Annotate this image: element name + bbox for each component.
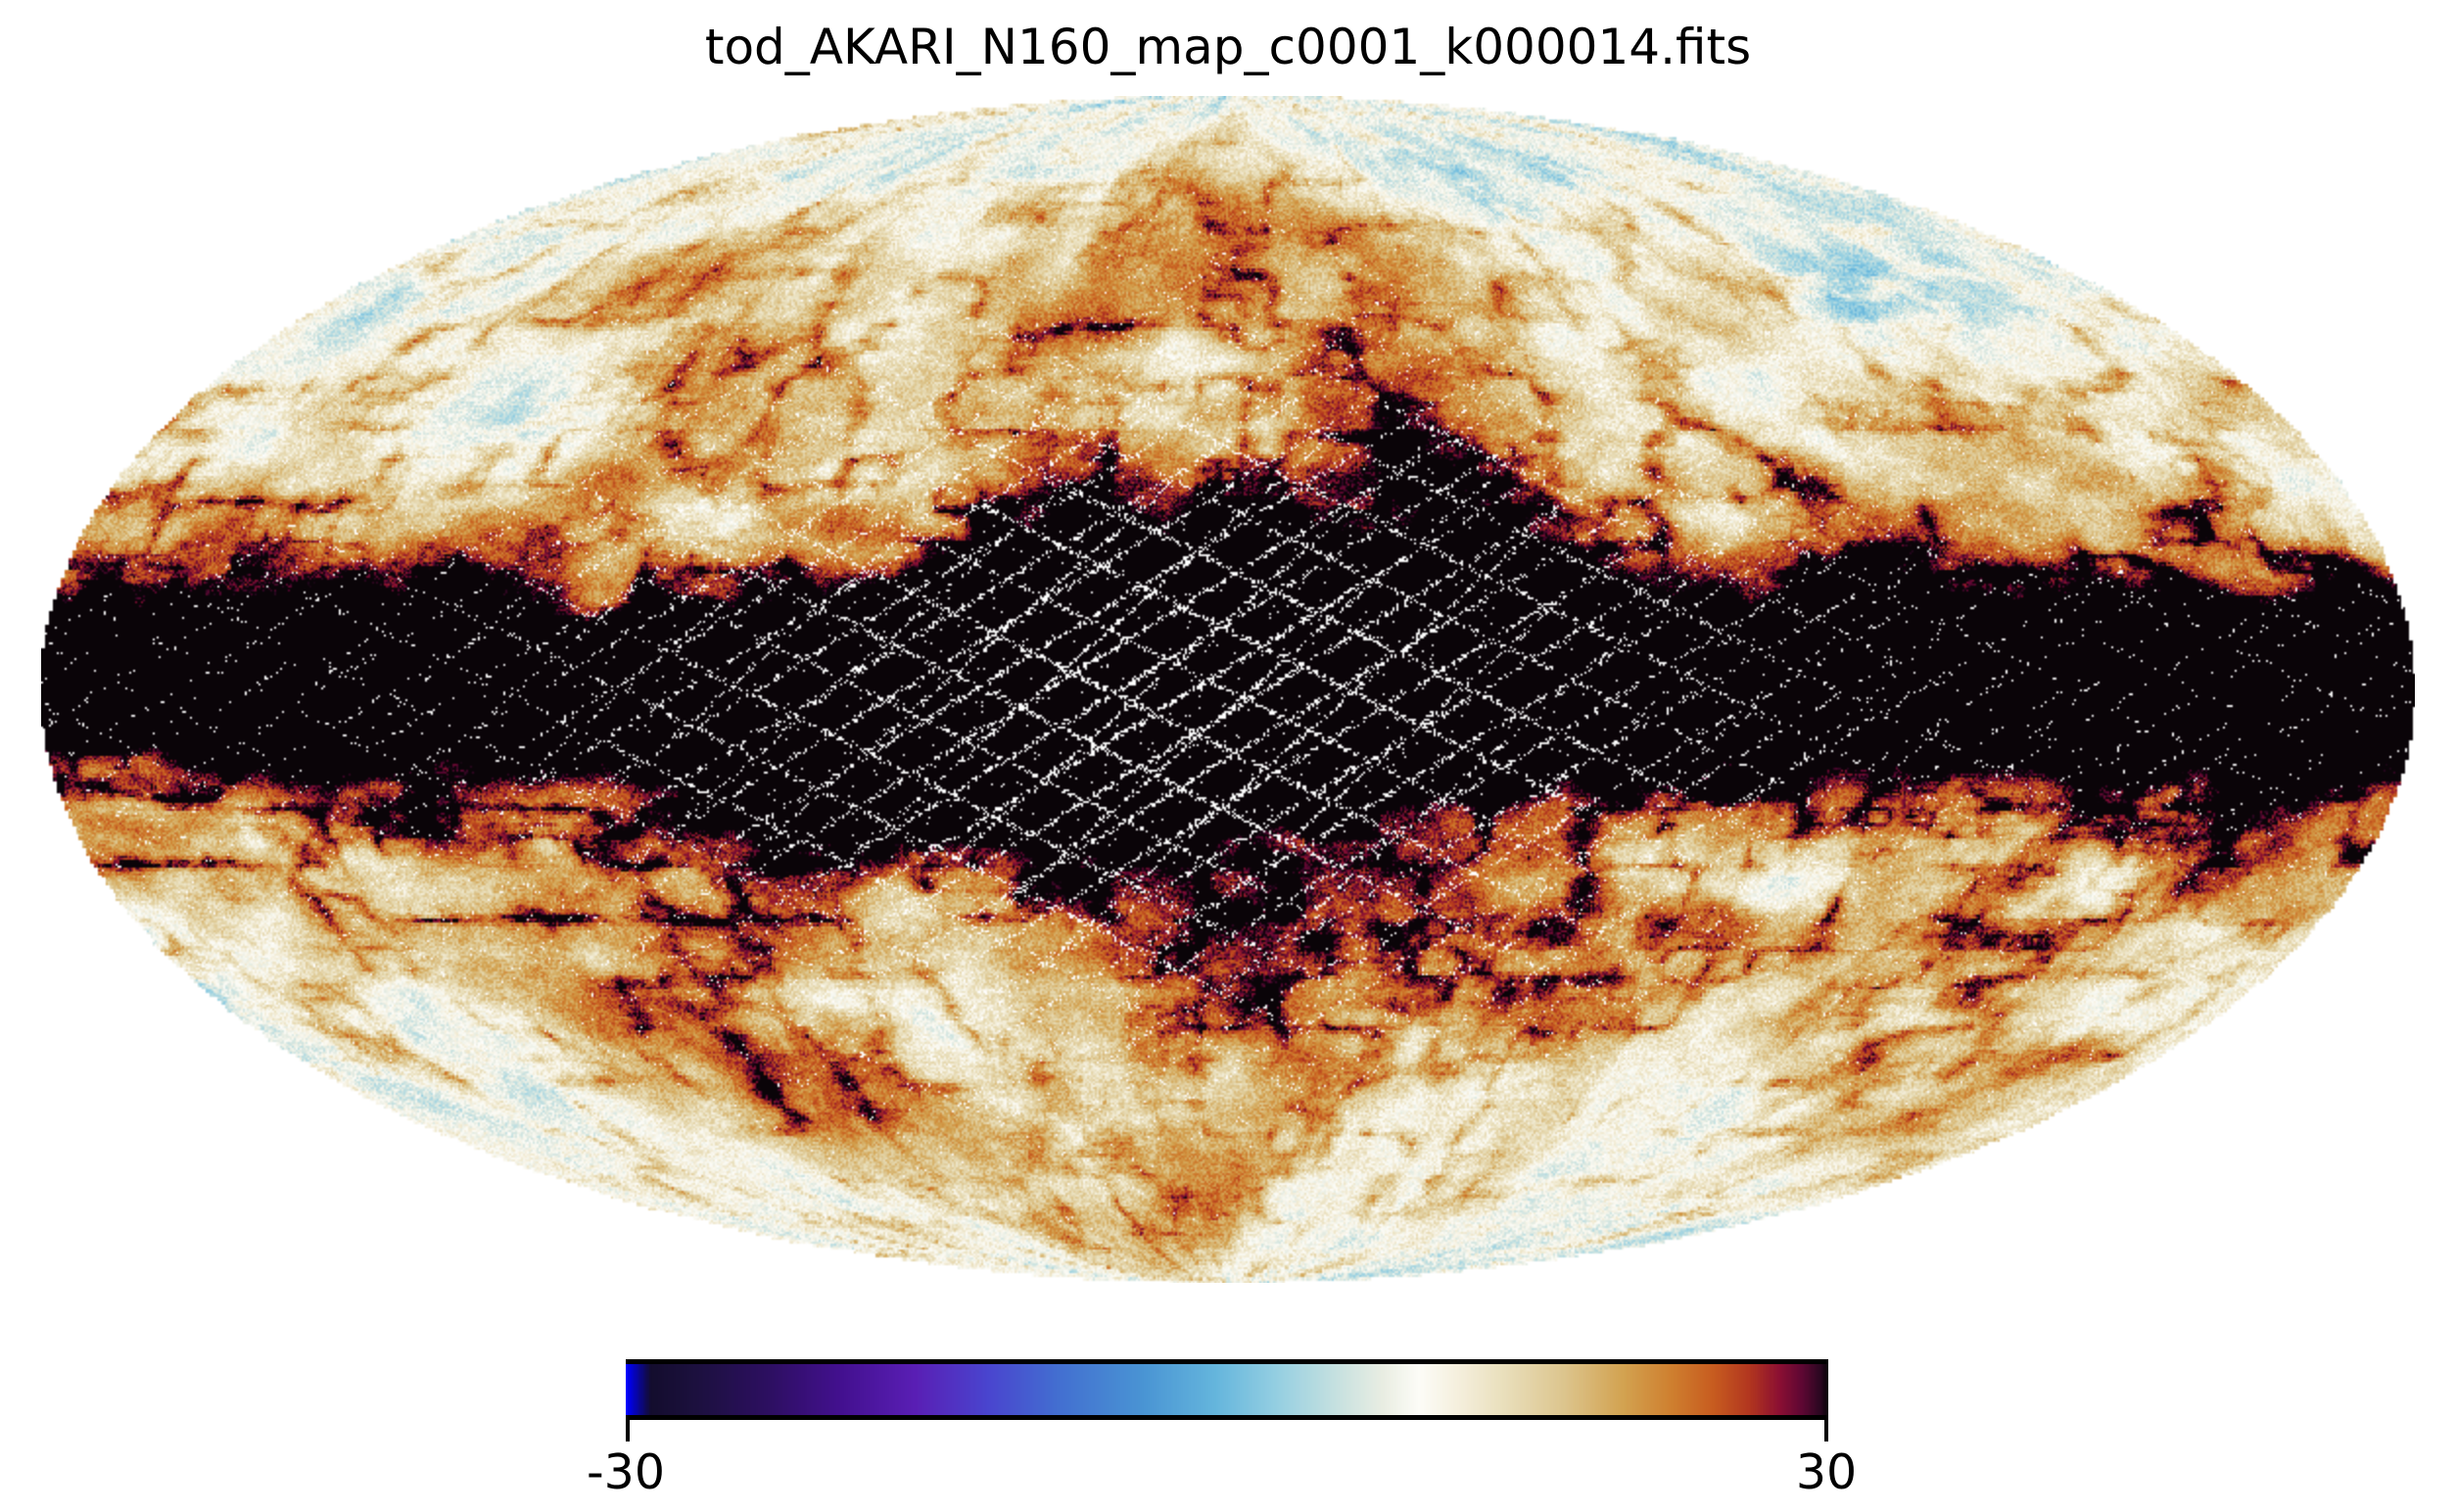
colorbar-max-label: 30: [1795, 1444, 1858, 1500]
colorbar-gradient: [626, 1359, 1828, 1420]
colorbar-tick-max: [1824, 1420, 1828, 1441]
colorbar-min-label: -30: [586, 1444, 666, 1500]
colorbar: -30 30: [587, 1359, 1857, 1506]
mollweide-sky-map-canvas: [41, 96, 2415, 1283]
colorbar-gradient-canvas: [626, 1364, 1828, 1415]
page-title: tod_AKARI_N160_map_c0001_k000014.fits: [704, 19, 1752, 75]
colorbar-tick-min: [626, 1420, 630, 1441]
sky-map: [41, 96, 2415, 1283]
